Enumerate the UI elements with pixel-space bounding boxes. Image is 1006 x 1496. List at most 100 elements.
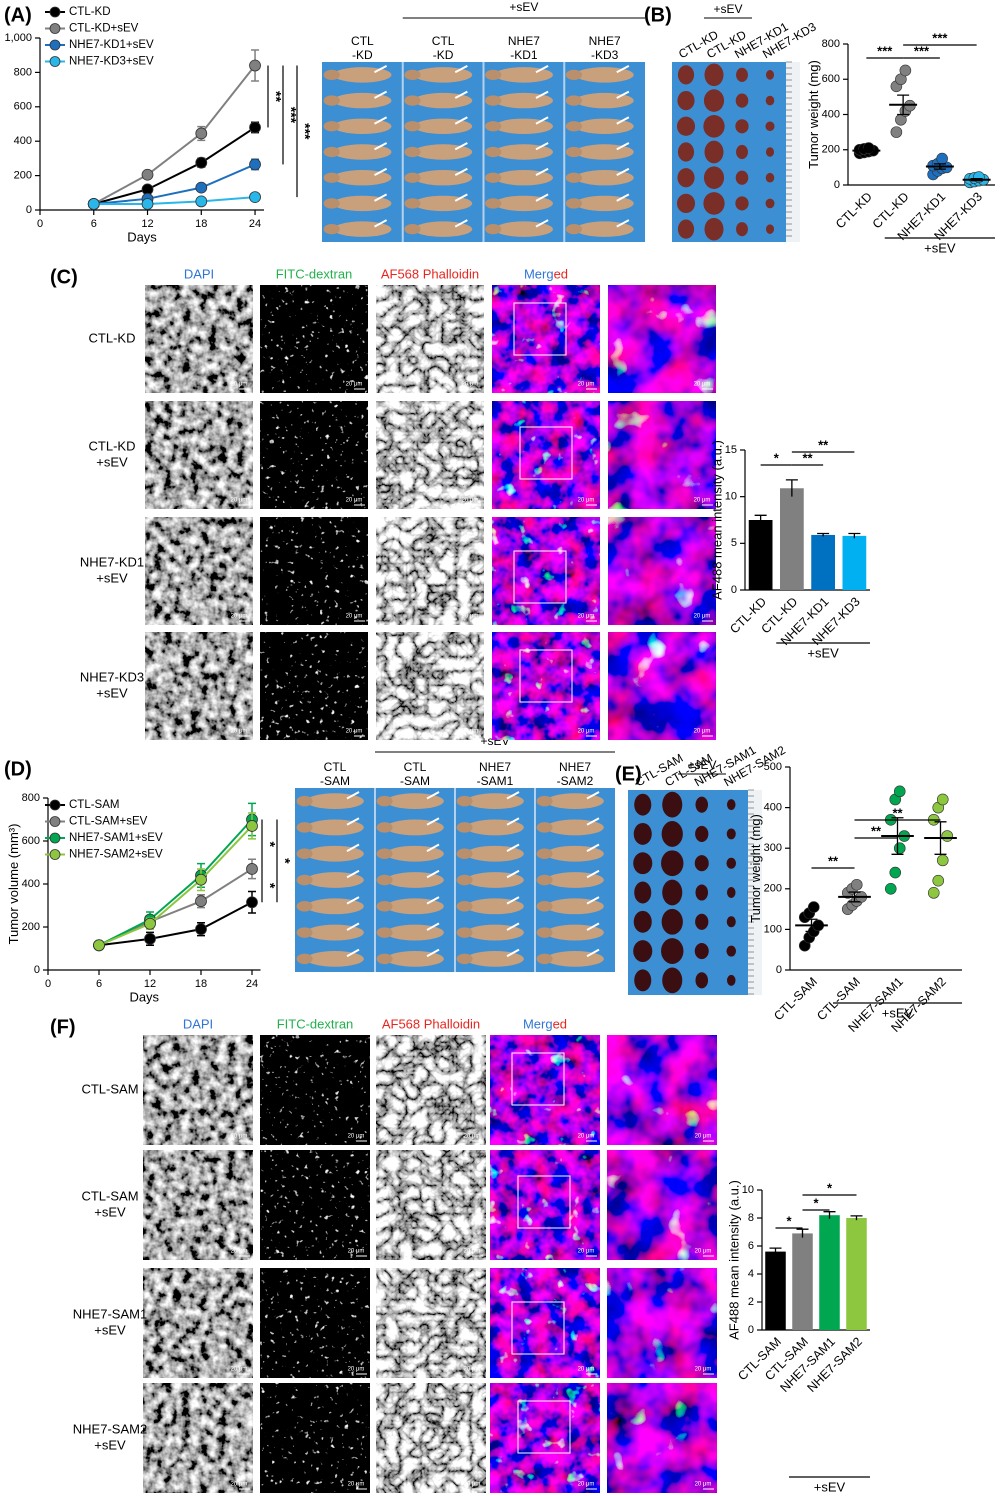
scale-bar-label: 20 μm — [464, 1367, 481, 1373]
micrograph-signal — [260, 1383, 370, 1493]
legend-marker — [49, 832, 61, 844]
tumor — [677, 168, 695, 188]
micrograph-signal — [260, 401, 368, 509]
tumor — [703, 192, 725, 215]
mouse — [306, 898, 364, 915]
row-label: NHE7-SAM2 — [73, 1421, 147, 1436]
mouse — [466, 793, 524, 810]
scale-bar-label: 20 μm — [346, 498, 363, 504]
arrow — [374, 219, 388, 228]
bar — [819, 1215, 840, 1330]
column-header: Merged — [523, 1016, 567, 1031]
bar — [846, 1218, 867, 1330]
mouse — [575, 92, 634, 109]
zoom-box — [517, 1175, 571, 1229]
micrograph-signal — [607, 1035, 717, 1145]
point — [246, 896, 258, 909]
arrow — [454, 90, 468, 99]
micrograph-signal — [376, 1035, 486, 1145]
mouse — [333, 67, 392, 83]
arrow — [426, 896, 440, 905]
mouse — [546, 898, 604, 915]
micrograph-signal — [260, 517, 368, 625]
mouse — [306, 950, 364, 967]
error-bar — [769, 1247, 782, 1256]
scale-bar-label: 20 μm — [348, 1134, 365, 1140]
zoom-box — [513, 550, 567, 604]
mouse — [466, 845, 524, 862]
scale-bar-label: 20 μm — [346, 614, 363, 620]
y-tick-label: 200 — [14, 170, 32, 182]
tumor — [736, 67, 748, 82]
mouse-head — [404, 146, 421, 158]
arrow — [374, 90, 388, 99]
mouse-head — [485, 95, 502, 106]
x-axis-label: Days — [127, 229, 157, 244]
micrograph-signal — [260, 632, 368, 740]
mouse-head — [565, 198, 583, 209]
mouse — [386, 845, 444, 862]
significance: *** — [283, 107, 299, 124]
mouse-head — [404, 172, 421, 183]
mouse-head — [296, 874, 313, 886]
arrow — [426, 843, 440, 852]
mouse-head — [376, 953, 393, 965]
error-bar — [891, 817, 904, 855]
micrograph-signal — [608, 517, 716, 625]
significance: *** — [297, 123, 313, 140]
mouse — [546, 845, 604, 862]
legend-marker — [49, 849, 61, 860]
mouse-head — [296, 848, 313, 859]
micrograph-signal — [143, 1035, 253, 1145]
mouse — [414, 118, 473, 134]
scale-bar-label: 20 μm — [578, 729, 595, 735]
point — [195, 923, 207, 936]
group-label: +sEV — [509, 0, 538, 14]
panel-label: (D) — [4, 758, 32, 780]
tumor — [704, 140, 724, 164]
mouse — [386, 924, 444, 941]
row-label: +sEV — [96, 685, 128, 700]
tumor — [677, 219, 695, 239]
significance: ** — [802, 450, 813, 465]
point — [144, 917, 156, 930]
tumor — [695, 796, 709, 813]
arrow — [616, 219, 630, 228]
tumor — [634, 793, 652, 816]
error-bar — [860, 148, 873, 153]
point — [893, 842, 906, 855]
arrow — [454, 142, 468, 151]
mouse-head — [323, 198, 340, 209]
y-tick-label: 2 — [748, 1296, 754, 1308]
arrow — [616, 167, 630, 177]
scale-bar-label: 20 μm — [694, 729, 711, 735]
error-bar — [817, 532, 830, 537]
y-tick-label: 0 — [776, 964, 782, 976]
scale-bar-label: 20 μm — [348, 1249, 365, 1255]
arrow — [616, 116, 630, 125]
tumor — [704, 63, 724, 87]
legend-label: CTL-SAM — [69, 799, 119, 811]
error-bar — [805, 918, 818, 933]
point — [890, 126, 903, 138]
mouse — [306, 872, 364, 888]
mouse — [306, 793, 364, 810]
mouse-head — [376, 874, 393, 886]
y-tick-label: 100 — [764, 923, 782, 935]
legend-marker — [49, 816, 61, 827]
mouse-head — [456, 874, 473, 886]
scale-bar-label: 20 μm — [462, 498, 479, 504]
significance: * — [827, 1180, 833, 1195]
arrow — [426, 948, 440, 958]
scale-bar-label: 20 μm — [694, 498, 711, 504]
point — [936, 793, 949, 806]
arrow — [586, 948, 600, 958]
legend-label: CTL-KD+sEV — [69, 23, 139, 35]
series-line — [93, 126, 256, 205]
ruler — [748, 790, 762, 995]
arrow — [374, 64, 388, 74]
micrograph-signal — [492, 285, 600, 393]
tumor — [661, 821, 683, 847]
zoom-box — [513, 302, 567, 356]
y-axis-label: Tumor weight (mg) — [748, 814, 763, 923]
